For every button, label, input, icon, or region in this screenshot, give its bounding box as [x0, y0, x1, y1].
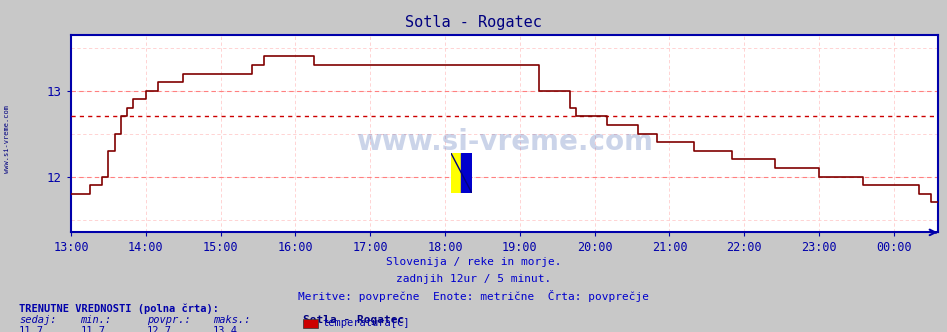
- Text: www.si-vreme.com: www.si-vreme.com: [356, 127, 652, 155]
- Text: povpr.:: povpr.:: [147, 315, 190, 325]
- Text: maks.:: maks.:: [213, 315, 251, 325]
- Text: temperatura[C]: temperatura[C]: [322, 318, 409, 328]
- Text: 11,7: 11,7: [80, 326, 105, 332]
- Text: Meritve: povprečne  Enote: metrične  Črta: povprečje: Meritve: povprečne Enote: metrične Črta:…: [298, 290, 649, 302]
- Text: 13,4: 13,4: [213, 326, 238, 332]
- Text: 12,7: 12,7: [147, 326, 171, 332]
- Text: Sotla - Rogatec: Sotla - Rogatec: [405, 15, 542, 30]
- Bar: [451, 153, 461, 193]
- Text: min.:: min.:: [80, 315, 112, 325]
- Text: sedaj:: sedaj:: [19, 315, 57, 325]
- Text: www.si-vreme.com: www.si-vreme.com: [4, 106, 9, 173]
- Text: zadnjih 12ur / 5 minut.: zadnjih 12ur / 5 minut.: [396, 274, 551, 284]
- Text: Slovenija / reke in morje.: Slovenija / reke in morje.: [385, 257, 562, 267]
- Text: Sotla - Rogatec: Sotla - Rogatec: [303, 315, 404, 325]
- Bar: [461, 153, 472, 193]
- Text: 11,7: 11,7: [19, 326, 44, 332]
- Text: TRENUTNE VREDNOSTI (polna črta):: TRENUTNE VREDNOSTI (polna črta):: [19, 304, 219, 314]
